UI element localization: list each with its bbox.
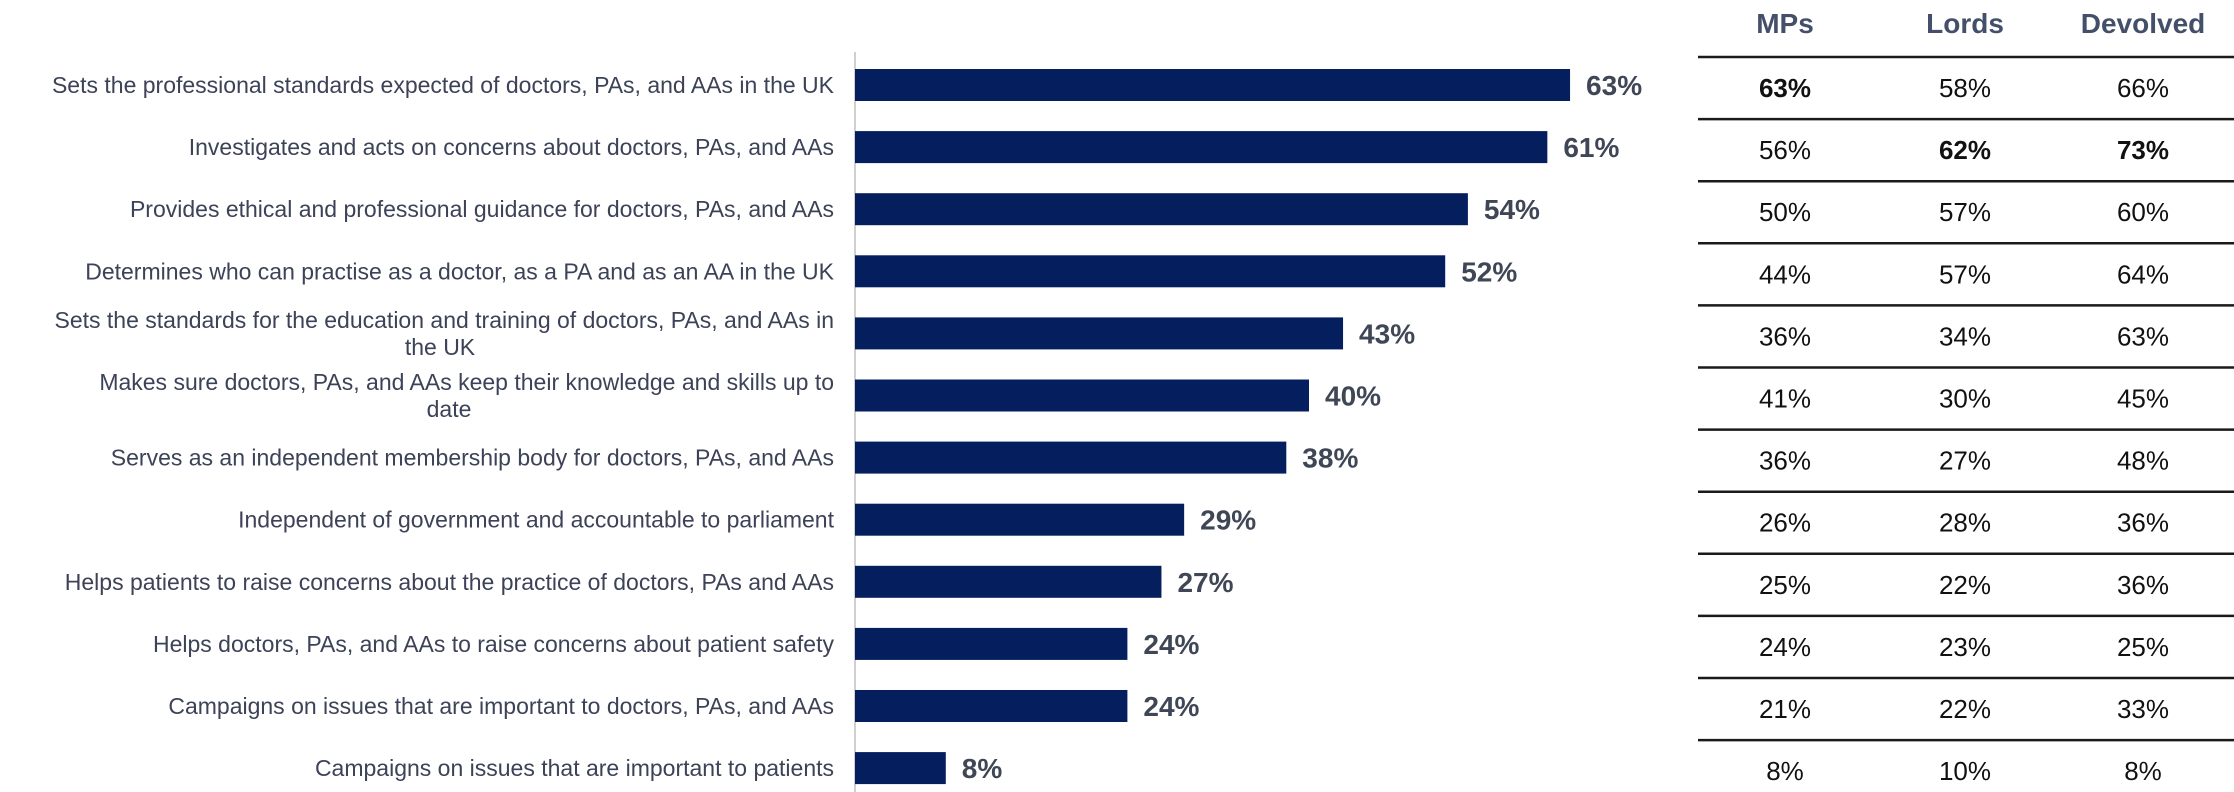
comparison-table: MPs Lords Devolved 63% 58% 66% 56% 62% 73% 50% 57… xyxy=(1698,8,2234,786)
category-label: Determines who can practise as a doctor,… xyxy=(85,258,834,284)
category-label: Sets the professional standards expected… xyxy=(52,72,835,98)
table-column-header: Lords xyxy=(1926,8,2004,39)
table-column-header: Devolved xyxy=(2081,8,2206,39)
table-cell: 62% xyxy=(1939,135,1991,165)
table-cell: 22% xyxy=(1939,694,1991,724)
table-cell: 21% xyxy=(1759,694,1811,724)
table-cell: 57% xyxy=(1939,259,1991,289)
table-cell: 73% xyxy=(2117,135,2169,165)
category-label: Independent of government and accountabl… xyxy=(238,507,834,533)
table-cell: 44% xyxy=(1759,259,1811,289)
table-cell: 45% xyxy=(2117,384,2169,414)
bar-value-label: 54% xyxy=(1484,194,1540,225)
table-cell: 23% xyxy=(1939,632,1991,662)
bars xyxy=(855,69,1571,785)
bar xyxy=(855,565,1162,598)
category-label: Sets the standards for the education and… xyxy=(55,307,835,360)
category-label: Provides ethical and professional guidan… xyxy=(130,196,834,222)
bar-value-label: 52% xyxy=(1461,256,1517,287)
table-cell: 8% xyxy=(1766,756,1804,786)
bar xyxy=(855,690,1128,722)
bar-value-label: 38% xyxy=(1302,443,1358,474)
bar xyxy=(855,752,946,785)
bar-value-label: 61% xyxy=(1563,132,1619,163)
bar xyxy=(855,379,1309,412)
table-cell: 30% xyxy=(1939,384,1991,414)
table-cell: 58% xyxy=(1939,73,1991,103)
category-label: Helps patients to raise concerns about t… xyxy=(65,569,834,595)
table-rules xyxy=(1698,55,2234,742)
bar xyxy=(855,317,1344,350)
table-header-row: MPs Lords Devolved xyxy=(1756,8,2205,39)
bar xyxy=(855,193,1468,226)
table-cell: 25% xyxy=(1759,570,1811,600)
table-cell: 63% xyxy=(1759,73,1811,103)
bar xyxy=(855,131,1548,164)
table-cell: 48% xyxy=(2117,446,2169,476)
table-cell: 50% xyxy=(1759,197,1811,227)
table-cells: 63% 58% 66% 56% 62% 73% 50% 57% 60% 44% 57% 64% 36% 3… xyxy=(1759,73,2169,786)
bar xyxy=(855,255,1446,288)
table-cell: 34% xyxy=(1939,321,1991,351)
table-cell: 28% xyxy=(1939,508,1991,538)
table-cell: 36% xyxy=(1759,321,1811,351)
category-label: Helps doctors, PAs, and AAs to raise con… xyxy=(153,631,835,657)
table-cell: 56% xyxy=(1759,135,1811,165)
table-cell: 27% xyxy=(1939,446,1991,476)
table-cell: 57% xyxy=(1939,197,1991,227)
bar-value-label: 24% xyxy=(1143,691,1199,722)
category-label: Campaigns on issues that are important t… xyxy=(168,693,834,719)
table-cell: 26% xyxy=(1759,508,1811,538)
bar-value-label: 43% xyxy=(1359,318,1415,349)
table-cell: 33% xyxy=(2117,694,2169,724)
bar-value-label: 29% xyxy=(1200,505,1256,536)
bar-value-label: 8% xyxy=(962,753,1003,784)
bar-value-label: 27% xyxy=(1177,567,1233,598)
table-cell: 64% xyxy=(2117,259,2169,289)
table-cell: 8% xyxy=(2124,756,2162,786)
table-cell: 63% xyxy=(2117,321,2169,351)
table-cell: 10% xyxy=(1939,756,1991,786)
table-cell: 24% xyxy=(1759,632,1811,662)
category-label: Investigates and acts on concerns about … xyxy=(189,134,834,160)
table-cell: 36% xyxy=(2117,570,2169,600)
bar xyxy=(855,441,1287,474)
table-cell: 41% xyxy=(1759,384,1811,414)
table-cell: 22% xyxy=(1939,570,1991,600)
category-label: Campaigns on issues that are important t… xyxy=(315,755,834,781)
category-label: Serves as an independent membership body… xyxy=(111,445,834,471)
table-column-header: MPs xyxy=(1756,8,1814,39)
bar xyxy=(855,627,1128,660)
table-cell: 36% xyxy=(2117,508,2169,538)
table-cell: 60% xyxy=(2117,197,2169,227)
bar xyxy=(855,69,1571,101)
table-cell: 25% xyxy=(2117,632,2169,662)
category-labels: Sets the professional standards expected… xyxy=(52,72,835,781)
bar-value-label: 40% xyxy=(1325,381,1381,412)
category-label: Makes sure doctors, PAs, and AAs keep th… xyxy=(99,369,834,422)
table-cell: 36% xyxy=(1759,446,1811,476)
table-cell: 66% xyxy=(2117,73,2169,103)
bar-value-label: 24% xyxy=(1143,629,1199,660)
bar xyxy=(855,503,1185,536)
value-labels: 63% 61% 54% 52% 43% 40% 38% 29% 27% 24% 24% 8% xyxy=(962,70,1642,784)
bar-value-label: 63% xyxy=(1586,70,1642,101)
